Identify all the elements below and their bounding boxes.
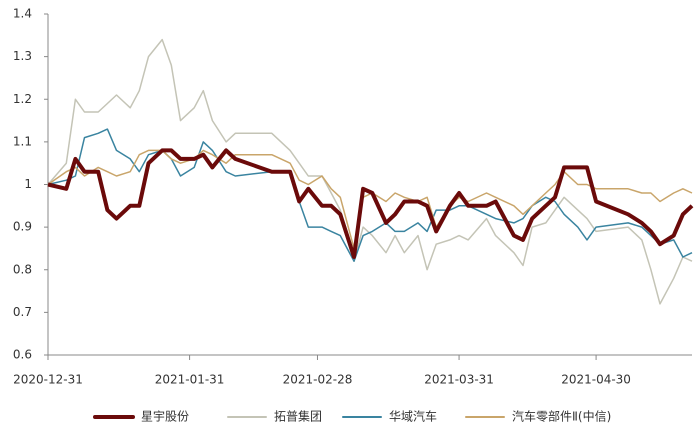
series-line <box>47 128 693 262</box>
y-tick-label: 0.7 <box>13 305 32 319</box>
legend-label: 华域汽车 <box>389 409 437 424</box>
legend-label: 拓普集团 <box>274 409 322 424</box>
x-tick-label: 2021-01-31 <box>155 373 225 387</box>
series-line <box>47 38 693 305</box>
legend-label: 汽车零部件Ⅱ(中信) <box>512 409 611 424</box>
y-tick-label: 1 <box>24 177 32 191</box>
y-tick-label: 0.9 <box>13 220 32 234</box>
y-tick-label: 0.6 <box>13 348 32 362</box>
x-tick-label: 2021-04-30 <box>561 373 631 387</box>
x-tick-label: 2021-03-31 <box>424 373 494 387</box>
x-tick-label: 2021-02-28 <box>283 373 353 387</box>
y-tick-label: 1.2 <box>13 92 32 106</box>
y-tick-label: 1.4 <box>13 7 32 21</box>
y-tick-label: 1.3 <box>13 49 32 63</box>
x-tick-label: 2020-12-31 <box>13 373 83 387</box>
legend-label: 星宇股份 <box>141 410 189 424</box>
y-tick-label: 1.1 <box>13 134 32 148</box>
series-line <box>47 148 694 259</box>
y-tick-label: 0.8 <box>13 262 32 276</box>
